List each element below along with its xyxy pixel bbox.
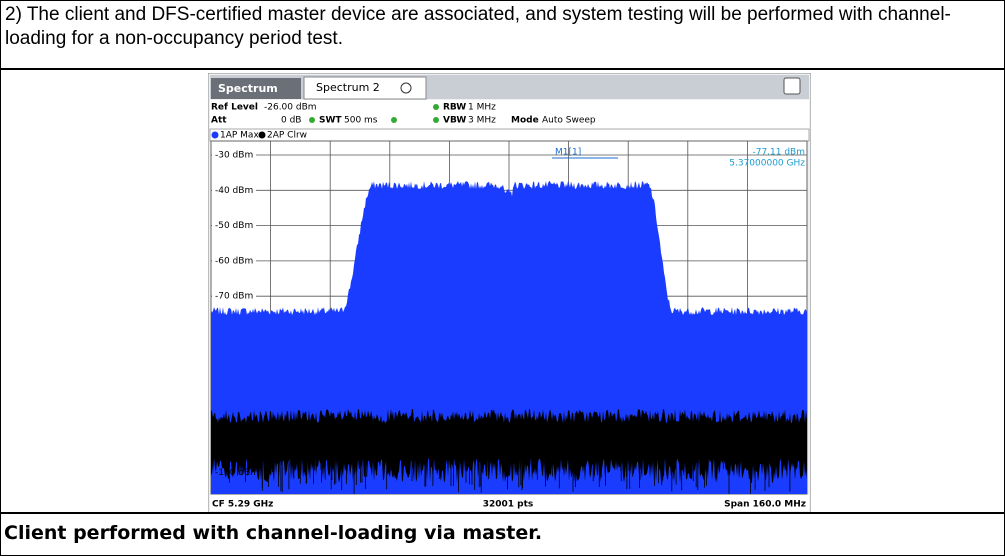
setting-label: Mode xyxy=(511,116,539,126)
footer-center: CF 5.29 GHz xyxy=(212,500,273,510)
trace-label: 1AP Max xyxy=(220,131,259,141)
setting-value: 3 MHz xyxy=(468,116,496,126)
y-label-bg xyxy=(212,254,256,267)
trace-dot xyxy=(258,131,266,139)
y-label: -50 dBm xyxy=(215,221,253,231)
y-label-bg xyxy=(212,290,256,303)
caption: Client performed with channel-loading vi… xyxy=(4,522,543,544)
marker-name: M1[1] xyxy=(555,148,581,158)
marker-level: -77.11 dBm xyxy=(752,148,805,158)
setting-label: VBW xyxy=(443,116,466,126)
analyzer-screenshot: Spectrum Spectrum 2 Ref Level -26.00 dBm… xyxy=(208,73,811,513)
setting-value: Auto Sweep xyxy=(542,116,596,126)
setting-value: 500 ms xyxy=(344,116,378,126)
setting-value: -26.00 dBm xyxy=(264,103,317,113)
marker-frequency: 5.37000000 GHz xyxy=(729,159,805,169)
y-label-bg xyxy=(212,184,256,197)
menu-icon[interactable] xyxy=(783,77,801,95)
setting-label: Ref Level xyxy=(211,103,258,113)
y-label: -120 dBm xyxy=(215,468,259,478)
y-label: -30 dBm xyxy=(215,151,253,161)
traces xyxy=(211,181,807,494)
settings-panel xyxy=(210,100,809,130)
footer-points: 32001 pts xyxy=(483,500,534,510)
intro-text: 2) The client and DFS-certified master d… xyxy=(5,4,951,49)
setting-label: RBW xyxy=(443,103,466,113)
footer-bar xyxy=(210,495,809,511)
y-label-bg xyxy=(212,149,256,161)
tab-label: Spectrum 2 xyxy=(316,81,380,94)
y-label: -70 dBm xyxy=(215,292,253,302)
y-label: -60 dBm xyxy=(215,256,253,266)
row-divider xyxy=(1,68,1004,70)
tab-label: Spectrum xyxy=(218,82,278,95)
footer-span: Span 160.0 MHz xyxy=(724,500,806,510)
setting-value: 1 MHz xyxy=(468,103,496,113)
y-label-bg xyxy=(212,219,256,232)
setting-label: SWT xyxy=(319,116,342,126)
indicator xyxy=(433,117,439,123)
y-labels: -30 dBm -40 dBm -50 dBm -60 dBm -70 dBm -120 … xyxy=(212,149,259,478)
setting-value: 0 dB xyxy=(281,116,301,126)
indicator xyxy=(391,117,397,123)
row-divider xyxy=(1,512,1004,514)
tab xyxy=(303,76,427,100)
indicator xyxy=(433,104,439,110)
trace-dot xyxy=(211,131,219,139)
trace-label: 2AP Clrw xyxy=(267,131,307,141)
tab xyxy=(211,78,301,99)
indicator xyxy=(309,117,315,123)
close-icon[interactable] xyxy=(400,82,412,94)
setting-label: Att xyxy=(211,116,227,126)
y-label: -40 dBm xyxy=(215,186,253,196)
